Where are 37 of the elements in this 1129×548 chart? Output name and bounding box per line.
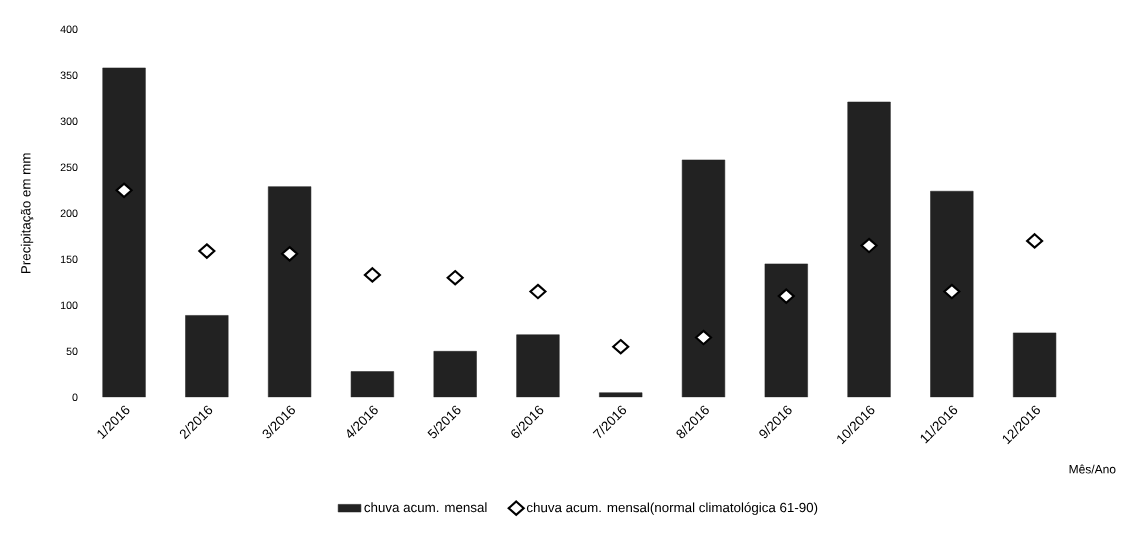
- point: [777, 288, 795, 304]
- point: [694, 329, 713, 346]
- point: [529, 283, 547, 300]
- bar: [930, 190, 974, 398]
- bar: [764, 263, 808, 398]
- bar: [350, 371, 394, 398]
- point: [115, 182, 133, 199]
- legend-label: chuva acum. mensal: [364, 502, 487, 513]
- point: [612, 338, 630, 355]
- bar: [268, 186, 312, 398]
- y-tick-label: 350: [60, 71, 78, 80]
- bar: [433, 351, 477, 398]
- point: [363, 267, 381, 283]
- y-tick-label: 50: [66, 347, 78, 356]
- bar: [599, 392, 643, 398]
- point: [1026, 233, 1044, 249]
- y-tick-label: 250: [60, 163, 78, 172]
- y-tick-label: 300: [60, 117, 78, 126]
- point: [446, 269, 464, 286]
- y-tick-label: 0: [72, 393, 78, 402]
- x-axis-title: Mês/Ano: [1069, 464, 1116, 474]
- bar: [681, 159, 726, 398]
- point: [281, 246, 299, 262]
- bar: [516, 334, 560, 398]
- point: [943, 283, 961, 300]
- bar: [1013, 332, 1057, 398]
- bar: [185, 315, 229, 398]
- y-tick-label: 400: [60, 25, 78, 34]
- bar: [102, 67, 146, 398]
- bar: [847, 101, 891, 398]
- point: [198, 243, 216, 259]
- point: [860, 237, 878, 254]
- y-axis-title: Precipitação em mm: [20, 153, 34, 273]
- y-tick-label: 150: [60, 255, 78, 264]
- y-tick-label: 100: [60, 301, 78, 310]
- y-tick-label: 200: [60, 209, 78, 218]
- legend-label: chuva acum. mensal(normal climatológica 61-90): [526, 502, 818, 515]
